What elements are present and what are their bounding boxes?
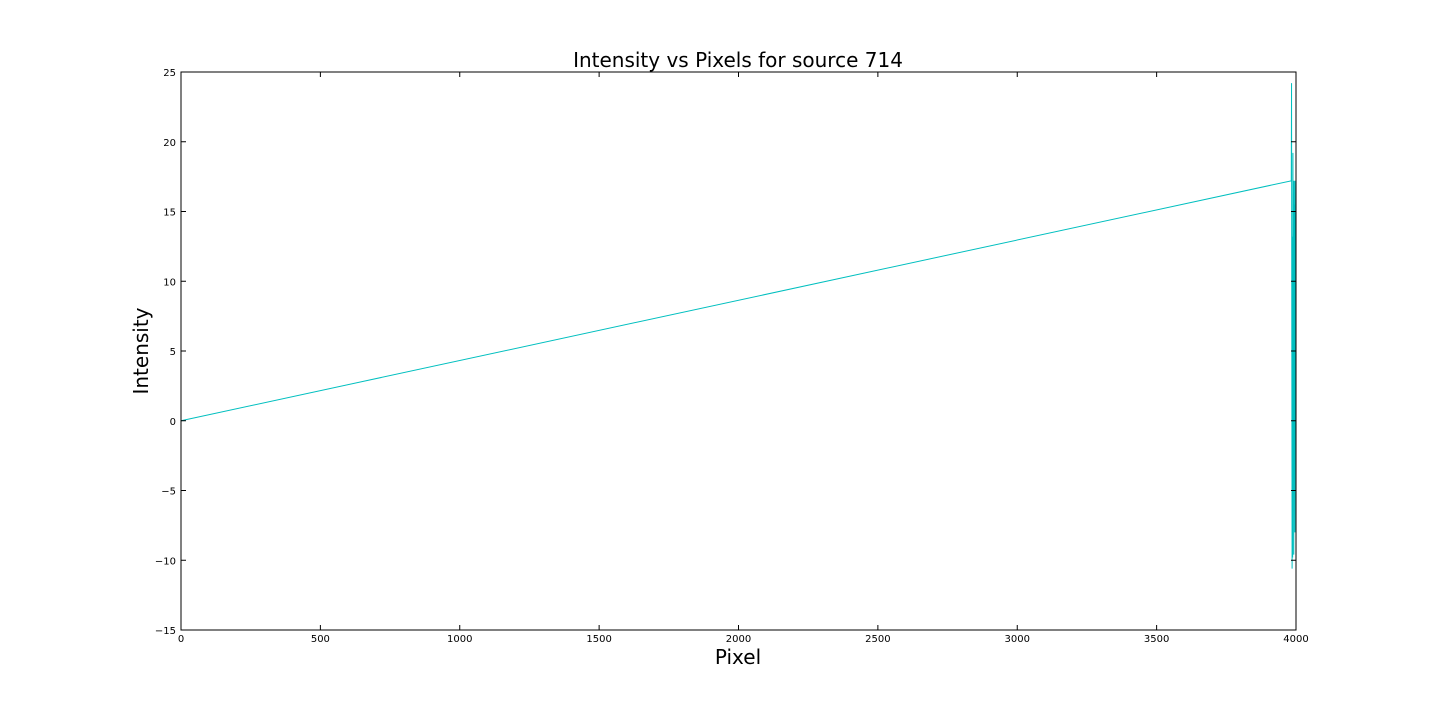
x-tick-label: 3000 bbox=[1005, 634, 1030, 645]
y-axis-label: Intensity bbox=[129, 307, 153, 394]
y-tick-label: 25 bbox=[163, 68, 176, 79]
y-tick-label: 5 bbox=[170, 347, 176, 358]
plot-frame bbox=[180, 71, 1297, 631]
x-tick-label: 2500 bbox=[865, 634, 890, 645]
y-tick-label: 0 bbox=[170, 417, 176, 428]
x-tick-label: 500 bbox=[311, 634, 330, 645]
plot-area: 0 500 1000 1500 2000 2500 3000 3500 4000 −15 −10 −5… bbox=[155, 68, 1309, 645]
y-tick-label: −15 bbox=[155, 626, 176, 637]
x-tick-label: 4000 bbox=[1283, 634, 1308, 645]
y-tick-label: 15 bbox=[163, 208, 176, 219]
series-line-0 bbox=[180, 83, 1297, 569]
x-tick-label: 1500 bbox=[586, 634, 611, 645]
y-tick-label: −10 bbox=[155, 556, 176, 567]
x-tick-label: 3500 bbox=[1144, 634, 1169, 645]
x-tick-label: 0 bbox=[178, 634, 184, 645]
chart-title: Intensity vs Pixels for source 714 bbox=[573, 48, 903, 72]
x-tick-label: 1000 bbox=[447, 634, 472, 645]
y-tick-label: −5 bbox=[161, 487, 176, 498]
x-axis-label: Pixel bbox=[715, 645, 761, 669]
y-tick-label: 10 bbox=[163, 277, 176, 288]
x-tick-label: 2000 bbox=[726, 634, 751, 645]
y-tick-label: 20 bbox=[163, 138, 176, 149]
